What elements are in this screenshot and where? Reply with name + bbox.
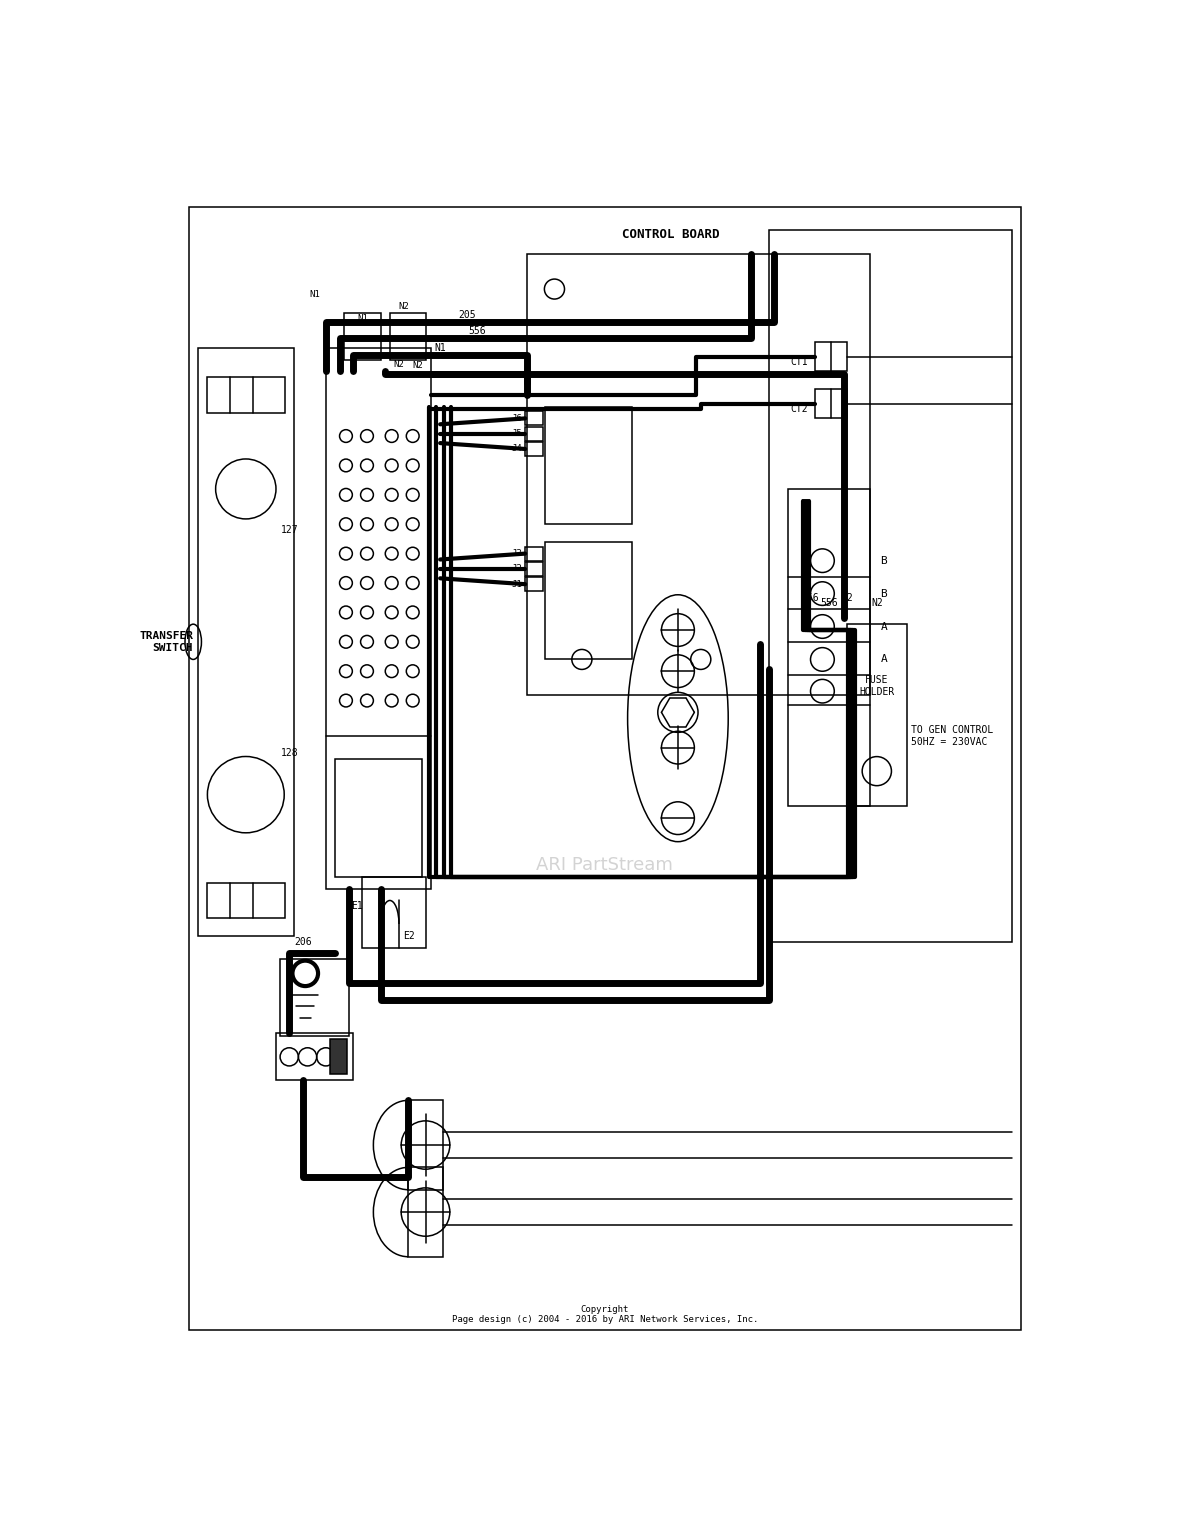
Bar bbox=[545, 542, 632, 660]
Text: A: A bbox=[880, 655, 887, 664]
Bar bbox=[769, 231, 1011, 942]
Bar bbox=[525, 411, 544, 426]
Text: CT2: CT2 bbox=[791, 405, 808, 414]
Text: 127: 127 bbox=[281, 525, 299, 534]
Bar bbox=[335, 759, 422, 876]
Text: 556: 556 bbox=[468, 327, 485, 336]
Text: B: B bbox=[880, 588, 887, 599]
Bar bbox=[847, 625, 906, 806]
Text: Copyright
Page design (c) 2004 - 2016 by ARI Network Services, Inc.: Copyright Page design (c) 2004 - 2016 by… bbox=[452, 1304, 758, 1324]
Text: A: A bbox=[880, 621, 887, 632]
Bar bbox=[408, 1101, 442, 1190]
Text: 556: 556 bbox=[820, 599, 838, 608]
Text: N2: N2 bbox=[398, 302, 409, 312]
Text: J2: J2 bbox=[512, 565, 523, 574]
Bar bbox=[525, 426, 544, 441]
Text: CT1: CT1 bbox=[791, 357, 808, 366]
Text: J1: J1 bbox=[512, 580, 523, 589]
Bar bbox=[788, 489, 870, 806]
Bar bbox=[330, 1040, 347, 1075]
Bar bbox=[525, 547, 544, 560]
Text: N2: N2 bbox=[841, 594, 853, 603]
Bar bbox=[326, 348, 431, 889]
Text: N1: N1 bbox=[358, 315, 368, 322]
Bar bbox=[362, 876, 426, 947]
Text: N1: N1 bbox=[434, 344, 446, 353]
Text: N2: N2 bbox=[412, 360, 422, 370]
Bar bbox=[815, 389, 847, 418]
Text: J5: J5 bbox=[512, 429, 523, 438]
Text: TRANSFER
SWITCH: TRANSFER SWITCH bbox=[139, 631, 194, 652]
Bar bbox=[276, 1034, 353, 1081]
Bar bbox=[525, 441, 544, 457]
Bar bbox=[345, 313, 381, 359]
Text: FUSE
HOLDER: FUSE HOLDER bbox=[859, 675, 894, 696]
Bar bbox=[280, 959, 348, 1035]
Text: N1: N1 bbox=[309, 290, 320, 299]
Bar bbox=[815, 342, 847, 371]
Bar bbox=[408, 1167, 442, 1257]
Text: N2: N2 bbox=[394, 360, 405, 370]
Bar bbox=[545, 406, 632, 524]
Text: ARI PartStream: ARI PartStream bbox=[537, 857, 673, 873]
Bar bbox=[206, 377, 284, 412]
Bar bbox=[525, 562, 544, 576]
Text: TO GEN CONTROL
50HZ = 230VAC: TO GEN CONTROL 50HZ = 230VAC bbox=[911, 725, 994, 747]
Text: N2: N2 bbox=[871, 599, 883, 608]
Text: E2: E2 bbox=[404, 931, 415, 941]
Text: E1: E1 bbox=[352, 901, 363, 912]
Text: 206: 206 bbox=[294, 936, 312, 947]
Text: 556: 556 bbox=[801, 594, 819, 603]
Text: J4: J4 bbox=[512, 444, 523, 454]
Bar bbox=[206, 883, 284, 918]
Text: J6: J6 bbox=[512, 414, 523, 423]
Text: CONTROL BOARD: CONTROL BOARD bbox=[622, 229, 720, 241]
Text: J3: J3 bbox=[512, 550, 523, 557]
Bar bbox=[198, 348, 294, 936]
Text: B: B bbox=[880, 556, 887, 565]
Bar bbox=[527, 253, 870, 695]
Bar bbox=[389, 313, 426, 359]
Text: 128: 128 bbox=[281, 748, 299, 759]
Text: 205: 205 bbox=[459, 310, 477, 321]
Bar bbox=[525, 577, 544, 591]
